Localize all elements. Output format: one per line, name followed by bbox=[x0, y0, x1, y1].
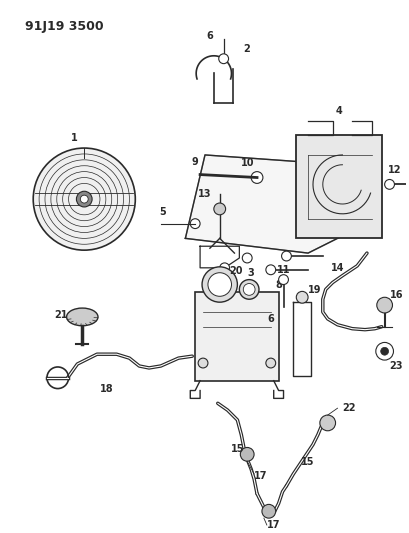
Circle shape bbox=[278, 274, 288, 285]
Circle shape bbox=[376, 297, 391, 313]
Text: 17: 17 bbox=[266, 520, 280, 530]
Text: 3: 3 bbox=[247, 268, 254, 278]
Circle shape bbox=[261, 504, 275, 518]
Text: 7: 7 bbox=[221, 278, 227, 287]
Circle shape bbox=[198, 358, 207, 368]
Text: 16: 16 bbox=[389, 290, 402, 300]
Text: 5: 5 bbox=[159, 207, 166, 217]
Circle shape bbox=[80, 195, 88, 203]
Text: 15: 15 bbox=[301, 457, 314, 467]
Circle shape bbox=[319, 415, 335, 431]
Text: 2: 2 bbox=[242, 44, 249, 54]
Circle shape bbox=[242, 253, 252, 263]
Circle shape bbox=[218, 54, 228, 63]
Text: 20: 20 bbox=[229, 266, 243, 276]
Circle shape bbox=[384, 180, 393, 189]
Text: 17: 17 bbox=[254, 471, 267, 481]
Circle shape bbox=[380, 348, 388, 355]
Circle shape bbox=[219, 263, 229, 273]
Text: 4: 4 bbox=[335, 106, 342, 116]
Circle shape bbox=[240, 448, 254, 461]
Bar bbox=[195, 293, 278, 381]
Text: 11: 11 bbox=[276, 265, 290, 275]
Circle shape bbox=[190, 219, 200, 229]
Circle shape bbox=[281, 251, 291, 261]
Circle shape bbox=[265, 265, 275, 274]
Circle shape bbox=[251, 172, 262, 183]
Circle shape bbox=[213, 203, 225, 215]
Text: 8: 8 bbox=[274, 279, 281, 289]
Text: 10: 10 bbox=[240, 158, 253, 168]
Text: 6: 6 bbox=[206, 31, 213, 41]
Text: 12: 12 bbox=[387, 165, 400, 175]
Text: 91J19 3500: 91J19 3500 bbox=[25, 20, 104, 34]
Circle shape bbox=[207, 273, 231, 296]
Text: 18: 18 bbox=[100, 384, 113, 393]
Circle shape bbox=[296, 292, 307, 303]
Text: 13: 13 bbox=[198, 189, 211, 199]
Text: 15: 15 bbox=[230, 445, 243, 455]
Text: 19: 19 bbox=[308, 285, 321, 295]
Text: 9: 9 bbox=[191, 157, 198, 167]
Circle shape bbox=[202, 267, 237, 302]
Ellipse shape bbox=[66, 308, 98, 326]
Text: 1: 1 bbox=[71, 133, 78, 143]
Text: 6: 6 bbox=[267, 314, 274, 324]
Circle shape bbox=[375, 342, 393, 360]
Circle shape bbox=[33, 148, 135, 250]
Circle shape bbox=[243, 284, 254, 295]
Circle shape bbox=[76, 191, 92, 207]
Polygon shape bbox=[185, 155, 356, 253]
Text: 22: 22 bbox=[342, 403, 355, 413]
Circle shape bbox=[265, 358, 275, 368]
Circle shape bbox=[239, 280, 258, 299]
Text: 23: 23 bbox=[389, 361, 402, 371]
Text: 14: 14 bbox=[330, 263, 344, 273]
Text: 21: 21 bbox=[54, 310, 67, 320]
Polygon shape bbox=[296, 135, 381, 238]
